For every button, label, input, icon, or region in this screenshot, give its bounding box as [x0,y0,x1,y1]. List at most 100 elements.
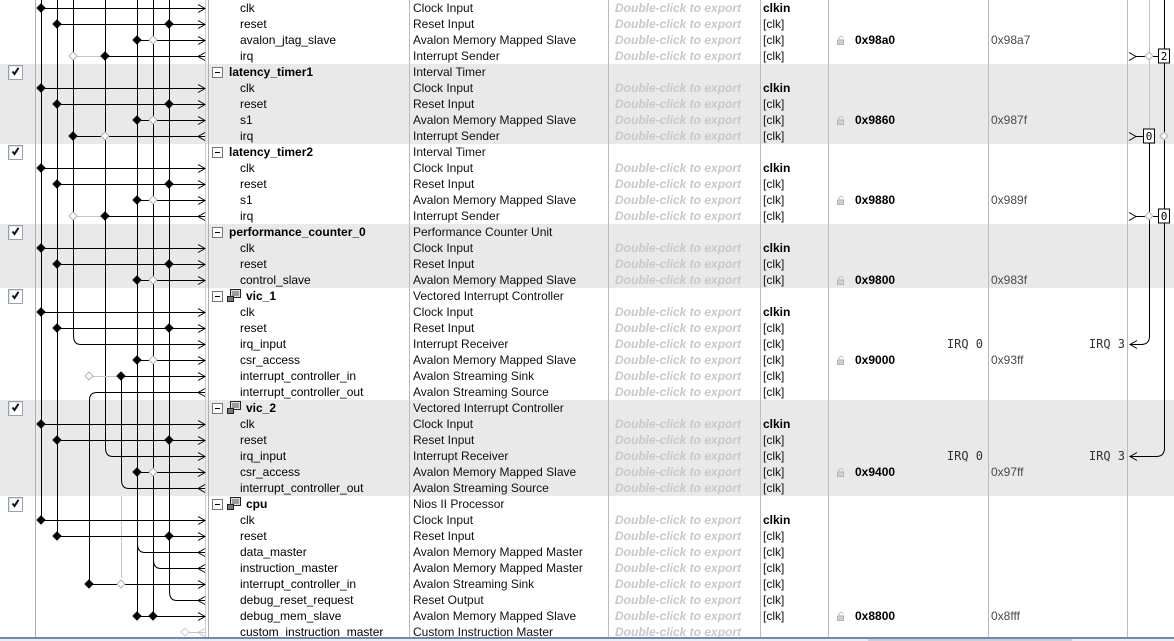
export-cell[interactable]: Double-click to export [615,353,742,367]
clock-cell[interactable]: clkin [763,81,791,95]
signal-name[interactable]: reset [240,321,267,335]
clock-cell[interactable]: [clk] [763,593,785,607]
signal-name[interactable]: reset [240,177,267,191]
connection-point[interactable] [84,579,94,589]
export-cell[interactable]: Double-click to export [615,97,742,111]
connection-point[interactable] [164,323,174,333]
export-cell[interactable]: Double-click to export [615,193,742,207]
clock-cell[interactable]: [clk] [763,577,785,591]
collapse-toggle[interactable] [212,147,223,158]
horizontal-scrollbar-track[interactable] [0,639,1174,641]
clock-cell[interactable]: [clk] [763,481,785,495]
address-lock-icon[interactable] [836,275,846,289]
signal-name[interactable]: interrupt_controller_out [240,481,364,495]
export-cell[interactable]: Double-click to export [615,209,742,223]
export-cell[interactable]: Double-click to export [615,545,742,559]
clock-cell[interactable]: [clk] [763,561,785,575]
connection-point[interactable] [52,531,62,541]
module-checkbox[interactable] [8,401,23,416]
clock-cell[interactable]: [clk] [763,465,785,479]
clock-cell[interactable]: [clk] [763,257,785,271]
export-cell[interactable]: Double-click to export [615,161,742,175]
signal-name[interactable]: clk [240,1,255,15]
connection-point[interactable] [36,419,46,429]
collapse-toggle[interactable] [212,499,223,510]
signal-name[interactable]: irq [240,129,254,143]
export-cell[interactable]: Double-click to export [615,609,742,623]
base-address[interactable]: 0x9880 [855,193,896,207]
export-cell[interactable]: Double-click to export [615,241,742,255]
connection-point[interactable] [1144,211,1154,221]
connection-point[interactable] [36,243,46,253]
signal-name[interactable]: csr_access [240,465,301,479]
signal-name[interactable]: interrupt_controller_out [240,385,364,399]
signal-name[interactable]: reset [240,97,267,111]
connection-point[interactable] [52,179,62,189]
export-cell[interactable]: Double-click to export [615,1,742,15]
module-name[interactable]: latency_timer2 [229,145,314,159]
signal-name[interactable]: s1 [240,193,253,207]
connection-point[interactable] [68,131,78,141]
export-cell[interactable]: Double-click to export [615,81,742,95]
signal-name[interactable]: clk [240,161,255,175]
export-cell[interactable]: Double-click to export [615,273,742,287]
clock-cell[interactable]: clkin [763,305,791,319]
export-cell[interactable]: Double-click to export [615,113,742,127]
connection-point[interactable] [52,435,62,445]
address-lock-icon[interactable] [836,115,846,129]
clock-cell[interactable]: [clk] [763,609,785,623]
signal-name[interactable]: csr_access [240,353,301,367]
signal-name[interactable]: custom_instruction_master [240,625,384,639]
signal-name[interactable]: instruction_master [240,561,339,575]
connection-point[interactable] [1144,51,1154,61]
signal-name[interactable]: irq [240,49,254,63]
clock-cell[interactable]: [clk] [763,385,785,399]
clock-cell[interactable]: clkin [763,513,791,527]
clock-cell[interactable]: [clk] [763,337,785,351]
address-lock-icon[interactable] [836,35,846,49]
export-cell[interactable]: Double-click to export [615,321,742,335]
address-lock-icon[interactable] [836,195,846,209]
connection-point[interactable] [164,19,174,29]
clock-cell[interactable]: clkin [763,241,791,255]
signal-name[interactable]: irq_input [240,449,287,463]
clock-cell[interactable]: [clk] [763,433,785,447]
export-cell[interactable]: Double-click to export [615,129,742,143]
connection-point[interactable] [148,115,158,125]
clock-cell[interactable]: [clk] [763,545,785,559]
clock-cell[interactable]: [clk] [763,321,785,335]
export-cell[interactable]: Double-click to export [615,305,742,319]
collapse-toggle[interactable] [212,403,223,414]
connection-point[interactable] [1159,131,1169,141]
clock-cell[interactable]: [clk] [763,193,785,207]
connection-point[interactable] [116,579,126,589]
clock-cell[interactable]: [clk] [763,369,785,383]
irq-number-badge[interactable] [1143,128,1155,144]
export-cell[interactable]: Double-click to export [615,513,742,527]
module-name[interactable]: latency_timer1 [229,65,314,79]
signal-name[interactable]: data_master [240,545,307,559]
clock-cell[interactable]: clkin [763,1,791,15]
clock-cell[interactable]: [clk] [763,177,785,191]
signal-name[interactable]: clk [240,241,255,255]
signal-name[interactable]: s1 [240,113,253,127]
signal-name[interactable]: debug_reset_request [240,593,354,607]
base-address[interactable]: 0x98a0 [855,33,896,47]
clock-cell[interactable]: [clk] [763,97,785,111]
export-cell[interactable]: Double-click to export [615,417,742,431]
clock-cell[interactable]: clkin [763,417,791,431]
signal-name[interactable]: clk [240,81,255,95]
connection-point[interactable] [36,163,46,173]
connection-point[interactable] [148,275,158,285]
signal-name[interactable]: reset [240,17,267,31]
clock-cell[interactable]: [clk] [763,129,785,143]
signal-name[interactable]: clk [240,305,255,319]
connection-point[interactable] [52,99,62,109]
clock-cell[interactable]: [clk] [763,353,785,367]
signal-name[interactable]: reset [240,433,267,447]
base-address[interactable]: 0x9400 [855,465,896,479]
connection-point[interactable] [164,99,174,109]
module-checkbox[interactable] [8,225,23,240]
connection-point[interactable] [148,355,158,365]
connection-point[interactable] [148,467,158,477]
